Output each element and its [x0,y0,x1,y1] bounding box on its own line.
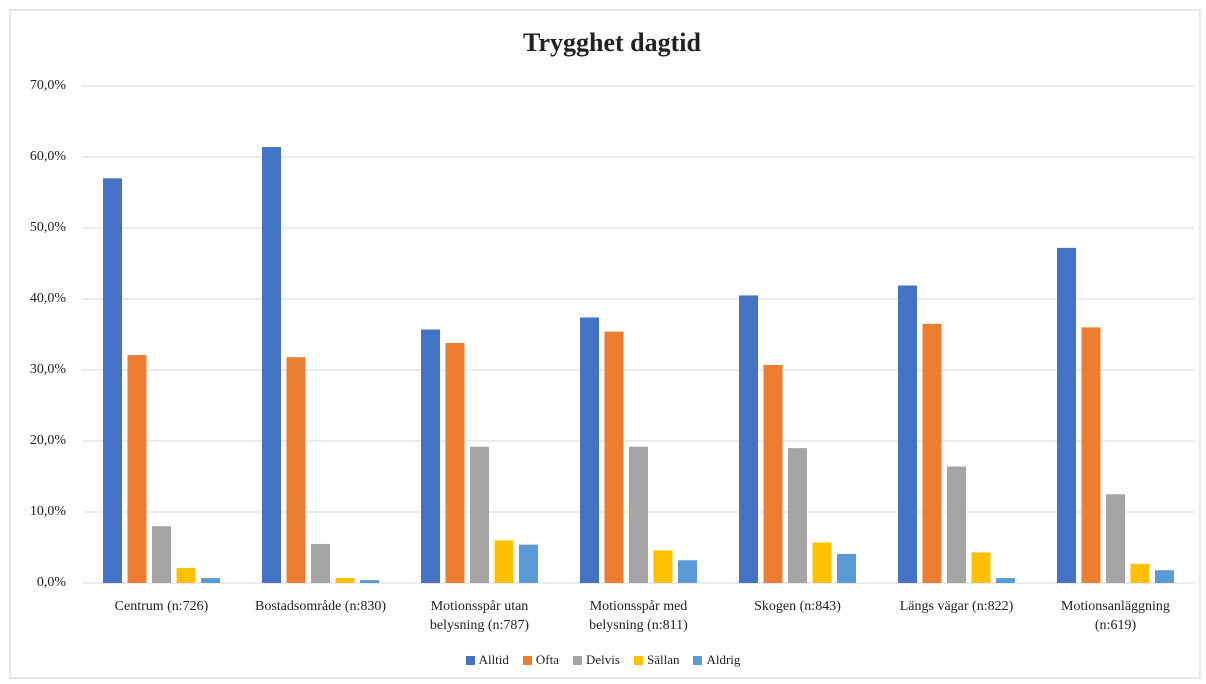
x-tick-label: Bostadsområde (n:830) [254,599,387,614]
bar [421,329,440,583]
bar [653,550,673,583]
bar [971,552,991,583]
y-tick-label: 70,0% [30,78,67,93]
legend-item: Delvis [573,652,620,668]
bar [812,542,832,583]
bar [1106,494,1125,583]
bar [152,526,171,583]
bar [103,178,122,584]
bar [604,331,624,583]
y-tick-label: 30,0% [30,362,67,377]
bar [1130,563,1150,583]
bar [201,578,220,583]
bar [127,355,147,583]
legend-item: Aldrig [693,652,740,668]
legend-swatch [522,655,532,665]
bar [763,365,783,583]
y-tick-label: 10,0% [30,504,67,519]
bar [788,448,807,583]
legend-label: Aldrig [706,652,741,667]
chart-border [9,9,1201,679]
bar [519,544,538,583]
bar [922,323,942,583]
bar [996,578,1015,583]
legend-item: Sällan [633,652,680,668]
x-tick-label: Motionsspår med belysning (n:811) [589,599,688,633]
bar [445,343,465,583]
legend-label: Delvis [586,652,620,667]
bar [470,446,489,583]
legend: Alltid Ofta Delvis Sällan Aldrig [0,652,1206,668]
bar [1155,570,1174,583]
y-tick-label: 40,0% [30,291,67,306]
y-tick-label: 0,0% [37,575,67,590]
x-tick-label: Längs vägar (n:822) [899,599,1014,614]
bar [311,543,330,583]
x-tick-label: Centrum (n:726) [114,599,209,614]
bar [837,553,856,583]
y-tick-label: 60,0% [30,149,67,164]
bar [947,466,966,583]
legend-item: Ofta [522,652,560,668]
legend-swatch [633,655,643,665]
x-tick-label: Motionsspår utan belysning (n:787) [429,599,530,633]
legend-label: Ofta [535,652,560,667]
y-tick-label: 20,0% [30,433,67,448]
legend-label: Alltid [478,652,509,667]
bar [678,560,697,583]
legend-swatch [693,655,703,665]
bar [898,285,917,583]
legend-item: Alltid [465,652,509,668]
chart-title: Trygghet dagtid [523,28,701,57]
bar [262,147,281,583]
bar [629,446,648,583]
bar [1057,247,1076,583]
bar [335,578,355,583]
bar [176,568,196,583]
bar [1081,327,1101,583]
x-tick-label: Skogen (n:843) [754,599,841,614]
legend-label: Sällan [646,652,680,667]
bar [286,357,306,583]
y-tick-label: 50,0% [30,220,67,235]
bar [360,580,379,583]
legend-swatch [573,655,583,665]
bar [739,295,758,583]
x-tick-label: Motionsanläggning (n:619) [1061,599,1170,633]
legend-swatch [465,655,475,665]
bar [494,540,514,583]
bar [580,317,599,583]
